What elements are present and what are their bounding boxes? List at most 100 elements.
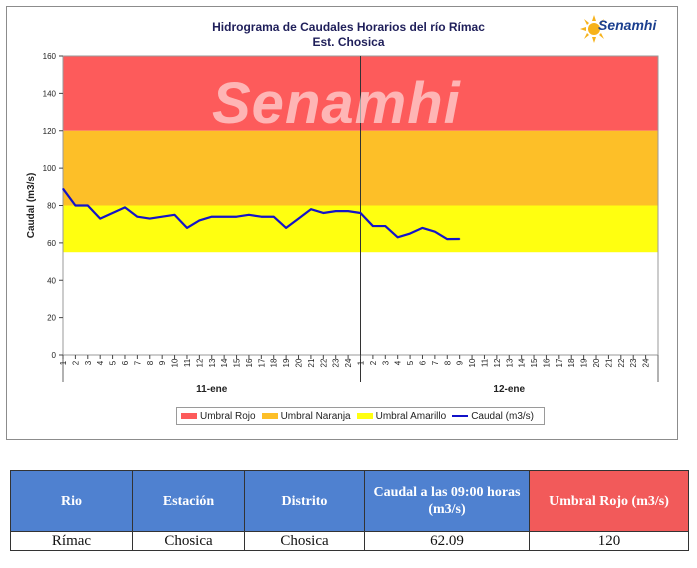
x-tick-label: 21 xyxy=(307,358,316,367)
x-tick-label: 23 xyxy=(629,358,638,367)
x-tick-label: 20 xyxy=(592,358,601,367)
data-point xyxy=(149,217,151,220)
x-tick-label: 18 xyxy=(270,358,279,367)
cell-rio: Rímac xyxy=(10,531,133,551)
x-tick-label: 21 xyxy=(604,358,613,367)
legend-item-rojo: Umbral Rojo xyxy=(181,411,256,422)
x-tick-label: 1 xyxy=(357,360,366,365)
data-point xyxy=(124,206,126,208)
cell-caudal: 62.09 xyxy=(364,531,530,551)
chart-title: Hidrograma de Caudales Horarios del río … xyxy=(212,20,485,34)
data-point xyxy=(87,204,89,207)
cell-distrito: Chosica xyxy=(244,531,365,551)
data-point xyxy=(186,227,188,229)
x-tick-label: 1 xyxy=(59,360,68,365)
y-tick-label: 0 xyxy=(52,351,57,360)
y-tick-label: 100 xyxy=(43,164,57,173)
x-tick-label: 23 xyxy=(332,358,341,367)
table-row: Rímac Chosica Chosica 62.09 120 xyxy=(10,531,689,551)
x-tick-label: 3 xyxy=(84,360,93,365)
x-tick-label: 15 xyxy=(530,358,539,367)
data-point xyxy=(359,212,362,214)
data-point xyxy=(335,210,337,212)
senamhi-sun-logo xyxy=(580,15,604,43)
y-tick-label: 80 xyxy=(47,202,56,211)
watermark-text: Senamhi xyxy=(212,71,461,136)
x-tick-label: 6 xyxy=(121,360,130,365)
x-tick-label: 7 xyxy=(431,360,440,365)
data-point xyxy=(198,219,200,222)
header-caudal-label: Caudal a las 09:00 horas (m3/s) xyxy=(373,485,521,517)
legend-swatch-rojo xyxy=(181,413,197,419)
x-tick-label: 8 xyxy=(146,360,155,365)
x-tick-label: 15 xyxy=(233,358,242,367)
x-tick-label: 11 xyxy=(183,358,192,367)
x-tick-label: 20 xyxy=(295,358,304,367)
x-tick-label: 19 xyxy=(580,358,589,367)
x-tick-label: 12 xyxy=(195,358,204,367)
x-tick-label: 18 xyxy=(567,358,576,367)
data-point xyxy=(347,210,349,212)
header-estacion: Estación xyxy=(132,470,245,532)
data-point xyxy=(459,238,461,240)
data-point xyxy=(74,204,76,207)
x-tick-label: 14 xyxy=(518,358,527,367)
data-point xyxy=(248,214,250,216)
legend-item-naranja: Umbral Naranja xyxy=(261,410,351,422)
y-tick-label: 160 xyxy=(43,52,57,61)
data-point xyxy=(421,227,424,229)
x-tick-label: 9 xyxy=(158,360,167,365)
y-axis-label: Caudal (m3/s) xyxy=(26,173,37,239)
data-point xyxy=(397,236,399,238)
y-tick-label: 140 xyxy=(43,89,57,98)
x-tick-label: 5 xyxy=(406,360,415,365)
x-tick-label: 19 xyxy=(282,358,291,367)
x-tick-label: 8 xyxy=(443,360,452,365)
x-tick-label: 17 xyxy=(555,358,564,367)
x-tick-label: 3 xyxy=(381,360,390,365)
x-tick-label: 11 xyxy=(480,358,489,367)
x-tick-label: 16 xyxy=(245,358,254,367)
cell-umbral-rojo: 120 xyxy=(529,531,689,551)
x-tick-label: 14 xyxy=(220,358,229,367)
data-point xyxy=(99,217,101,220)
header-distrito: Distrito xyxy=(244,470,365,532)
x-tick-label: 16 xyxy=(542,358,551,367)
x-tick-label: 2 xyxy=(369,360,378,365)
cell-estacion: Chosica xyxy=(132,531,245,551)
y-tick-label: 60 xyxy=(47,239,56,248)
data-point xyxy=(372,225,374,227)
y-tick-label: 120 xyxy=(43,127,57,136)
data-point xyxy=(322,212,324,214)
x-tick-label: 12 xyxy=(493,358,502,367)
data-point xyxy=(285,227,287,229)
x-tick-label: 10 xyxy=(468,358,477,367)
legend-label-rojo: Umbral Rojo xyxy=(200,410,256,422)
x-tick-label: 6 xyxy=(418,360,427,365)
data-point xyxy=(446,238,448,240)
legend-item-caudal: Caudal (m3/s) xyxy=(452,411,534,422)
table-header-row: Rio Estación Distrito Caudal a las 09:00… xyxy=(10,470,689,532)
x-tick-label: 7 xyxy=(133,360,142,365)
y-tick-label: 20 xyxy=(47,314,56,323)
data-point xyxy=(161,216,163,218)
legend-swatch-caudal xyxy=(452,415,469,417)
legend-item-amarillo: Umbral Amarillo xyxy=(356,410,447,422)
data-point xyxy=(297,217,300,220)
x-tick-label: 2 xyxy=(71,360,80,365)
legend-label-caudal: Caudal (m3/s) xyxy=(471,410,534,422)
legend-label-naranja: Umbral Naranja xyxy=(280,410,351,422)
data-point xyxy=(211,216,213,218)
data-point xyxy=(434,231,436,233)
day-label: 12-ene xyxy=(493,384,525,395)
x-tick-label: 4 xyxy=(96,360,105,365)
header-caudal: Caudal a las 09:00 horas (m3/s) xyxy=(364,470,530,532)
data-point xyxy=(173,214,176,216)
x-tick-label: 24 xyxy=(642,358,651,367)
data-point xyxy=(310,208,312,210)
x-tick-label: 13 xyxy=(208,358,217,367)
legend-swatch-naranja xyxy=(261,413,278,419)
data-point xyxy=(235,216,238,218)
x-tick-label: 22 xyxy=(319,358,328,367)
legend-label-amarillo: Umbral Amarillo xyxy=(375,410,447,422)
